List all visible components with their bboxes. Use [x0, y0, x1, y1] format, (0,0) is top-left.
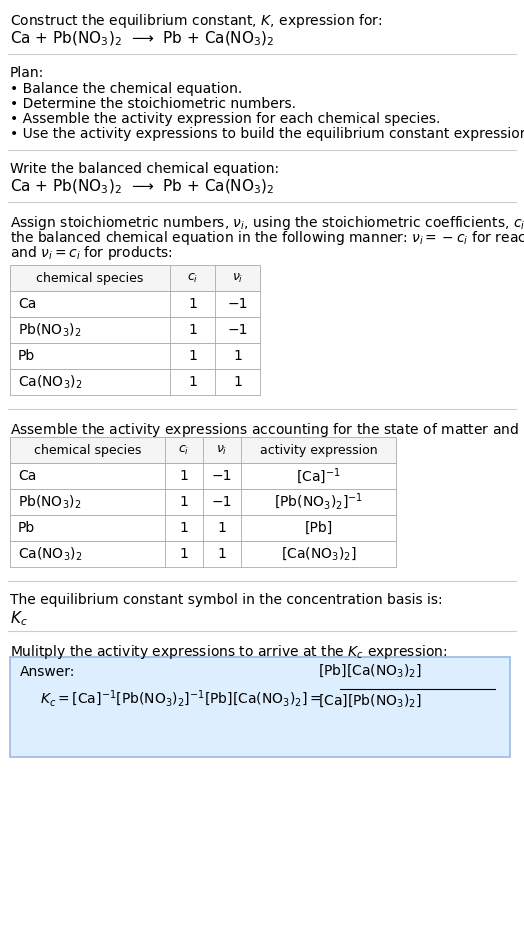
FancyBboxPatch shape — [10, 265, 260, 291]
Text: Pb(NO$_3$)$_2$: Pb(NO$_3$)$_2$ — [18, 322, 81, 339]
Text: 1: 1 — [180, 495, 189, 509]
Text: $c_i$: $c_i$ — [187, 271, 198, 285]
Text: Assemble the activity expressions accounting for the state of matter and $\nu_i$: Assemble the activity expressions accoun… — [10, 421, 524, 439]
FancyBboxPatch shape — [10, 657, 510, 757]
Text: $K_c = [\mathrm{Ca}]^{-1}[\mathrm{Pb(NO_3)_2}]^{-1}[\mathrm{Pb}][\mathrm{Ca(NO_3: $K_c = [\mathrm{Ca}]^{-1}[\mathrm{Pb(NO_… — [40, 689, 322, 710]
Text: $[\mathrm{Pb}][\mathrm{Ca(NO_3)_2}]$: $[\mathrm{Pb}][\mathrm{Ca(NO_3)_2}]$ — [318, 662, 422, 679]
Text: Ca + Pb(NO$_3$)$_2$  ⟶  Pb + Ca(NO$_3$)$_2$: Ca + Pb(NO$_3$)$_2$ ⟶ Pb + Ca(NO$_3$)$_2… — [10, 178, 275, 196]
Text: 1: 1 — [180, 547, 189, 561]
Text: the balanced chemical equation in the following manner: $\nu_i = -c_i$ for react: the balanced chemical equation in the fo… — [10, 229, 524, 247]
Text: 1: 1 — [233, 375, 242, 389]
Text: chemical species: chemical species — [34, 443, 141, 456]
Text: • Use the activity expressions to build the equilibrium constant expression.: • Use the activity expressions to build … — [10, 127, 524, 141]
Text: 1: 1 — [180, 469, 189, 483]
FancyBboxPatch shape — [10, 437, 396, 463]
Text: Ca: Ca — [18, 297, 36, 311]
Text: [Ca]$^{-1}$: [Ca]$^{-1}$ — [296, 466, 341, 486]
Text: The equilibrium constant symbol in the concentration basis is:: The equilibrium constant symbol in the c… — [10, 593, 443, 607]
FancyBboxPatch shape — [10, 515, 396, 541]
Text: $\nu_i$: $\nu_i$ — [232, 271, 243, 285]
FancyBboxPatch shape — [10, 291, 260, 317]
FancyBboxPatch shape — [10, 369, 260, 395]
Text: 1: 1 — [180, 521, 189, 535]
Text: −1: −1 — [227, 323, 248, 337]
FancyBboxPatch shape — [10, 343, 260, 369]
Text: $c_i$: $c_i$ — [178, 443, 190, 456]
Text: $K_c$: $K_c$ — [10, 609, 28, 627]
Text: Construct the equilibrium constant, $K$, expression for:: Construct the equilibrium constant, $K$,… — [10, 12, 383, 30]
Text: Pb: Pb — [18, 521, 35, 535]
Text: 1: 1 — [233, 349, 242, 363]
Text: Plan:: Plan: — [10, 66, 44, 80]
Text: 1: 1 — [217, 521, 226, 535]
Text: Pb(NO$_3$)$_2$: Pb(NO$_3$)$_2$ — [18, 493, 81, 511]
Text: −1: −1 — [212, 469, 232, 483]
Text: [Pb]: [Pb] — [304, 521, 333, 535]
Text: 1: 1 — [217, 547, 226, 561]
Text: 1: 1 — [188, 323, 197, 337]
Text: 1: 1 — [188, 297, 197, 311]
Text: [Pb(NO$_3$)$_2$]$^{-1}$: [Pb(NO$_3$)$_2$]$^{-1}$ — [274, 492, 363, 512]
FancyBboxPatch shape — [10, 489, 396, 515]
Text: −1: −1 — [227, 297, 248, 311]
Text: Ca(NO$_3$)$_2$: Ca(NO$_3$)$_2$ — [18, 546, 82, 563]
Text: chemical species: chemical species — [36, 271, 144, 285]
Text: 1: 1 — [188, 349, 197, 363]
Text: • Determine the stoichiometric numbers.: • Determine the stoichiometric numbers. — [10, 97, 296, 111]
Text: [Ca(NO$_3$)$_2$]: [Ca(NO$_3$)$_2$] — [281, 546, 356, 563]
Text: Pb: Pb — [18, 349, 35, 363]
FancyBboxPatch shape — [10, 463, 396, 489]
Text: • Balance the chemical equation.: • Balance the chemical equation. — [10, 82, 242, 96]
Text: • Assemble the activity expression for each chemical species.: • Assemble the activity expression for e… — [10, 112, 440, 126]
Text: and $\nu_i = c_i$ for products:: and $\nu_i = c_i$ for products: — [10, 244, 173, 262]
Text: $\nu_i$: $\nu_i$ — [216, 443, 228, 456]
FancyBboxPatch shape — [10, 541, 396, 567]
Text: Write the balanced chemical equation:: Write the balanced chemical equation: — [10, 162, 279, 176]
Text: Mulitply the activity expressions to arrive at the $K_c$ expression:: Mulitply the activity expressions to arr… — [10, 643, 447, 661]
Text: 1: 1 — [188, 375, 197, 389]
Text: −1: −1 — [212, 495, 232, 509]
Text: Ca(NO$_3$)$_2$: Ca(NO$_3$)$_2$ — [18, 373, 82, 391]
FancyBboxPatch shape — [10, 317, 260, 343]
Text: Answer:: Answer: — [20, 665, 75, 679]
Text: activity expression: activity expression — [260, 443, 377, 456]
Text: Ca + Pb(NO$_3$)$_2$  ⟶  Pb + Ca(NO$_3$)$_2$: Ca + Pb(NO$_3$)$_2$ ⟶ Pb + Ca(NO$_3$)$_2… — [10, 30, 275, 48]
Text: $[\mathrm{Ca}][\mathrm{Pb(NO_3)_2}]$: $[\mathrm{Ca}][\mathrm{Pb(NO_3)_2}]$ — [318, 692, 422, 709]
Text: Ca: Ca — [18, 469, 36, 483]
Text: Assign stoichiometric numbers, $\nu_i$, using the stoichiometric coefficients, $: Assign stoichiometric numbers, $\nu_i$, … — [10, 214, 524, 232]
